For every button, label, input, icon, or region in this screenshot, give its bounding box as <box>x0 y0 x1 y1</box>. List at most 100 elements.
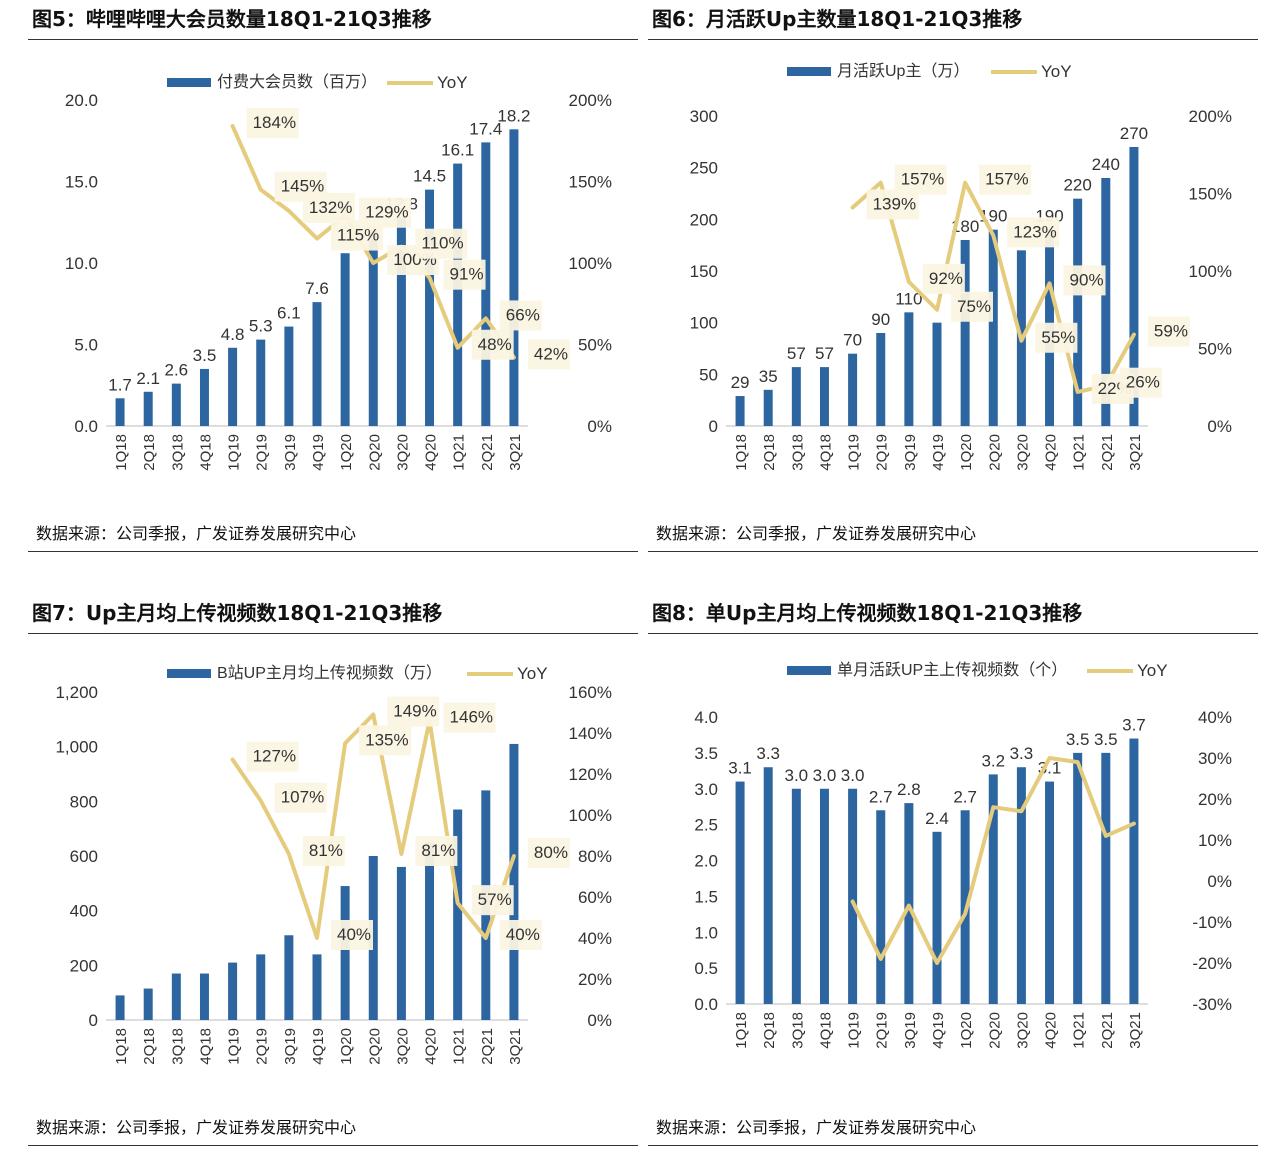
bar-value-label: 3.3 <box>756 744 780 763</box>
yoy-value-label: 48% <box>478 335 512 354</box>
yoy-value-label: 40% <box>337 925 371 944</box>
yoy-label-box <box>1035 322 1078 353</box>
chart-panel-6: 图6：月活跃Up主数量18Q1-21Q3推移 0 50 100 150 200 250 30… <box>648 2 1258 562</box>
yoy-value-label: 40% <box>506 925 540 944</box>
chart-6: 0 50 100 150 200 250 300 0% 50% 100% 150% 200% 1Q18 2… <box>690 62 1232 471</box>
yoy-label-box <box>359 197 412 228</box>
x-tick-label: 4Q18 <box>817 434 834 471</box>
y-right-tick-label: 100% <box>569 806 612 825</box>
y-left-tick-label: 400 <box>70 902 98 921</box>
legend-bar-label: 月活跃Up主（万） <box>837 62 969 80</box>
yoy-value-label: 184% <box>253 113 296 132</box>
x-tick-label: 2Q21 <box>479 1028 496 1065</box>
x-tick-label: 3Q21 <box>1127 1012 1144 1049</box>
x-tick-label: 1Q20 <box>338 1028 355 1065</box>
yoy-value-label: 57% <box>478 890 512 909</box>
yoy-value-label: 81% <box>421 841 455 860</box>
x-tick-label: 4Q20 <box>423 1028 440 1065</box>
legend-bar-label: 付费大会员数（百万） <box>217 73 377 91</box>
panel-title: 图6：月活跃Up主数量18Q1-21Q3推移 <box>648 2 1258 40</box>
bar <box>1129 147 1139 426</box>
bar <box>960 240 970 426</box>
bar <box>904 312 914 426</box>
y-left-tick-label: 4.0 <box>694 708 718 727</box>
y-left-tick-label: 3.5 <box>694 744 718 763</box>
bar <box>425 842 435 1020</box>
yoy-value-label: 80% <box>534 843 568 862</box>
y-right-tick-label: 40% <box>1198 708 1232 727</box>
x-tick-label: 1Q21 <box>451 1028 468 1065</box>
bar <box>904 803 914 1004</box>
y-left-tick-label: 5.0 <box>74 336 98 355</box>
y-right-tick-label: 0% <box>1207 417 1232 436</box>
bar-value-label: 3.2 <box>981 751 1005 770</box>
y-right-tick-label: 10% <box>1198 831 1232 850</box>
x-tick-label: 2Q18 <box>141 1028 158 1065</box>
x-tick-label: 1Q21 <box>1071 1012 1088 1049</box>
x-tick-label: 3Q21 <box>507 1028 524 1065</box>
x-tick-label: 3Q18 <box>169 434 186 471</box>
bar <box>1073 752 1083 1004</box>
bar <box>735 396 745 426</box>
bar <box>481 142 491 426</box>
x-tick-label: 1Q18 <box>733 434 750 471</box>
y-right-tick-label: 120% <box>569 765 612 784</box>
bar-value-label: 240 <box>1092 155 1120 174</box>
yoy-label-box <box>499 300 542 331</box>
yoy-label-box <box>1119 367 1162 398</box>
bar <box>1101 178 1111 426</box>
yoy-value-label: 91% <box>450 265 484 284</box>
bar <box>1016 767 1026 1004</box>
bar-value-label: 90 <box>871 310 890 329</box>
y-left-tick-label: 1.0 <box>694 923 718 942</box>
x-tick-label: 3Q20 <box>394 1028 411 1065</box>
x-tick-label: 3Q20 <box>1014 1012 1031 1049</box>
bar-value-label: 5.3 <box>249 317 273 336</box>
yoy-label-box <box>331 920 373 950</box>
x-tick-label: 1Q20 <box>958 434 975 471</box>
chart-7: 02004006008001,0001,2000%20%40%60%80%100… <box>55 664 612 1065</box>
x-tick-label: 2Q19 <box>254 434 271 471</box>
bar <box>199 368 209 426</box>
y-left-tick-label: 1.5 <box>694 887 718 906</box>
x-tick-label: 2Q20 <box>366 434 383 471</box>
chart-panel-7: 图7：Up主月均上传视频数18Q1-21Q3推移 0 200 400 600 800 1,… <box>28 596 638 1156</box>
bar-value-label: 14.5 <box>413 167 446 186</box>
y-right-tick-label: 150% <box>1189 185 1232 204</box>
x-tick-label: 1Q21 <box>1071 434 1088 471</box>
bar <box>876 810 886 1004</box>
y-right-tick-label: -30% <box>1192 995 1232 1014</box>
yoy-label-box <box>894 164 947 195</box>
y-right-tick-label: -20% <box>1192 954 1232 973</box>
bar-value-label: 35 <box>759 367 778 386</box>
yoy-label-box <box>471 885 514 916</box>
bar <box>312 954 322 1020</box>
yoy-value-label: 90% <box>1070 270 1104 289</box>
y-left-tick-label: 0.5 <box>694 959 718 978</box>
yoy-label-box <box>527 339 570 370</box>
bar <box>425 189 435 426</box>
y-left-tick-label: 10.0 <box>65 254 98 273</box>
bar <box>143 988 153 1020</box>
yoy-label-box <box>951 291 993 322</box>
bar-value-label: 29 <box>731 373 750 392</box>
yoy-line <box>850 756 1136 965</box>
bar-value-label: 110 <box>895 289 922 308</box>
y-right-tick-label: 160% <box>569 683 612 702</box>
bar <box>932 831 942 1004</box>
x-tick-label: 2Q18 <box>761 1012 778 1049</box>
bar-value-label: 7.6 <box>305 279 329 298</box>
x-tick-label: 1Q19 <box>846 1012 863 1049</box>
yoy-label-box <box>387 696 440 727</box>
x-tick-label: 4Q19 <box>930 1012 947 1049</box>
yoy-label-box <box>359 725 412 756</box>
legend-bar-swatch <box>787 67 831 76</box>
yoy-value-label: 59% <box>1154 322 1188 341</box>
yoy-value-label: 115% <box>337 226 379 245</box>
x-tick-label: 3Q20 <box>394 434 411 471</box>
bar-value-label: 3.5 <box>1094 730 1118 749</box>
yoy-value-label: 146% <box>450 708 493 727</box>
x-tick-label: 4Q18 <box>817 1012 834 1049</box>
y-left-tick-label: 300 <box>690 107 718 126</box>
yoy-label-box <box>415 228 468 259</box>
